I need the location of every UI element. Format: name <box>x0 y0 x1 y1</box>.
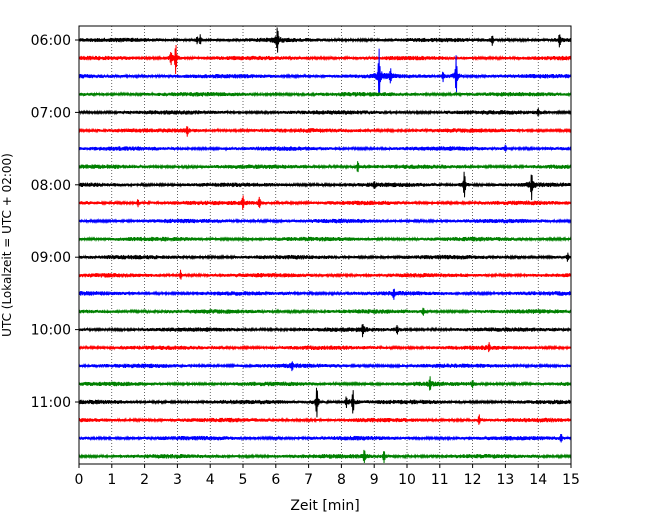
trace-0615 <box>78 45 572 74</box>
x-tick-label: 4 <box>206 472 215 488</box>
x-tick-label: 10 <box>398 472 416 488</box>
x-tick-label: 12 <box>464 472 482 488</box>
y-tick-label: 07:00 <box>31 105 71 121</box>
y-tick-label: 10:00 <box>31 323 71 339</box>
x-tick-label: 0 <box>75 472 84 488</box>
grid-lines <box>111 26 539 464</box>
x-tick-label: 6 <box>271 472 280 488</box>
trace-0815 <box>78 195 572 210</box>
trace-1045 <box>78 376 572 391</box>
trace-0645 <box>78 91 572 98</box>
x-tick-label: 1 <box>107 472 116 488</box>
trace-0915 <box>78 269 572 280</box>
trace-0930 <box>78 288 572 300</box>
y-tick-label: 06:00 <box>31 33 71 49</box>
y-tick-label: 09:00 <box>31 250 71 266</box>
trace-0600 <box>78 27 572 53</box>
trace-0715 <box>78 126 572 137</box>
trace-0745 <box>78 161 572 173</box>
y-tick-label: 08:00 <box>31 178 71 194</box>
trace-0845 <box>78 236 572 243</box>
trace-1130 <box>78 433 572 443</box>
trace-0630 <box>78 48 572 96</box>
trace-lines <box>78 27 572 464</box>
trace-1100 <box>78 387 572 418</box>
x-tick-label: 9 <box>370 472 379 488</box>
y-axis-label: UTC (Lokalzeit = UTC + 02:00) <box>0 153 14 337</box>
x-tick-label: 8 <box>337 472 346 488</box>
trace-0700 <box>78 108 572 117</box>
trace-1000 <box>78 323 572 338</box>
trace-0730 <box>78 144 572 152</box>
trace-0830 <box>78 217 572 225</box>
trace-1015 <box>78 342 572 353</box>
x-tick-label: 2 <box>140 472 149 488</box>
trace-1030 <box>78 361 572 372</box>
x-axis-ticks: 0 1 2 3 4 5 6 7 8 9 10 11 12 13 14 15 <box>75 464 580 488</box>
trace-0800 <box>78 171 572 201</box>
trace-0900 <box>78 252 572 262</box>
x-tick-label: 3 <box>173 472 182 488</box>
trace-1145 <box>78 449 572 464</box>
plot-frame <box>78 25 572 465</box>
x-tick-label: 15 <box>562 472 580 488</box>
x-tick-label: 5 <box>239 472 248 488</box>
x-tick-label: 14 <box>529 472 547 488</box>
x-tick-label: 13 <box>496 472 514 488</box>
x-axis-label: Zeit [min] <box>290 498 359 514</box>
x-tick-label: 11 <box>431 472 449 488</box>
y-tick-label: 11:00 <box>31 395 71 411</box>
trace-0945 <box>78 307 572 316</box>
trace-1115 <box>78 414 572 425</box>
y-axis-ticks: 06:00 07:00 08:00 09:00 10:00 11:00 <box>31 33 79 411</box>
x-tick-label: 7 <box>304 472 313 488</box>
